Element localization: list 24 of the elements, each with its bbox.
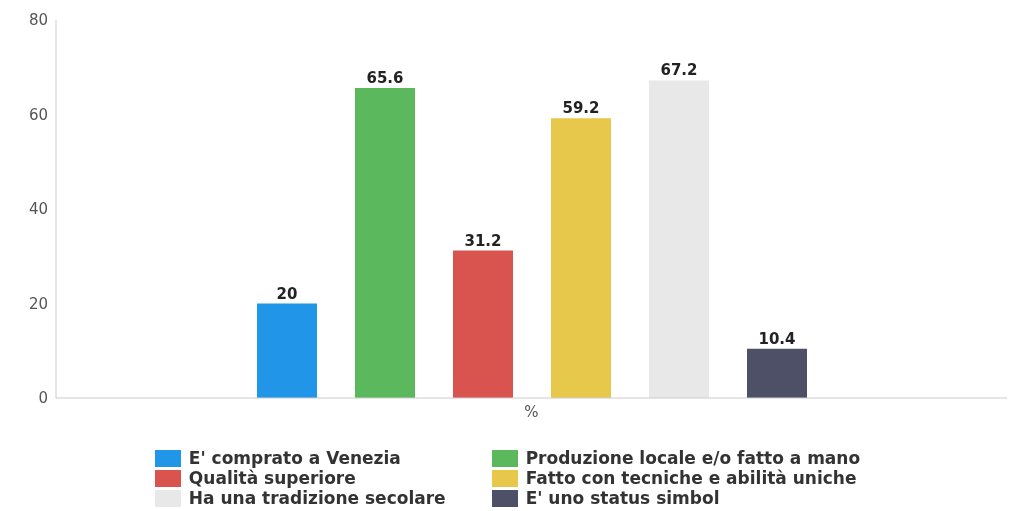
bar: [649, 80, 709, 398]
legend-label: Qualità superiore: [188, 468, 356, 488]
data-label: 67.2: [660, 61, 698, 80]
data-label: 65.6: [366, 69, 404, 88]
legend-label: E' comprato a Venezia: [188, 448, 401, 468]
legend-label: Produzione locale e/o fatto a mano: [525, 448, 861, 468]
legend-label: E' uno status simbol: [525, 488, 720, 508]
y-tick-label: 60: [28, 105, 48, 124]
legend-label: Ha una tradizione secolare: [188, 488, 446, 508]
data-label: 20: [276, 284, 298, 303]
bar: [257, 303, 317, 398]
y-tick-label: 40: [28, 200, 48, 219]
bar: [355, 88, 415, 398]
data-label: 10.4: [758, 329, 796, 348]
y-tick-label: 80: [28, 11, 48, 30]
data-label: 31.2: [464, 231, 502, 250]
x-tick-label: %: [524, 402, 539, 421]
legend-label: Fatto con tecniche e abilità uniche: [525, 468, 857, 488]
y-tick-label: 20: [28, 294, 48, 313]
bar: [453, 250, 513, 398]
data-label: 59.2: [562, 99, 600, 118]
bar: [551, 118, 611, 398]
y-tick-label: 0: [38, 389, 48, 408]
bar: [747, 348, 807, 398]
